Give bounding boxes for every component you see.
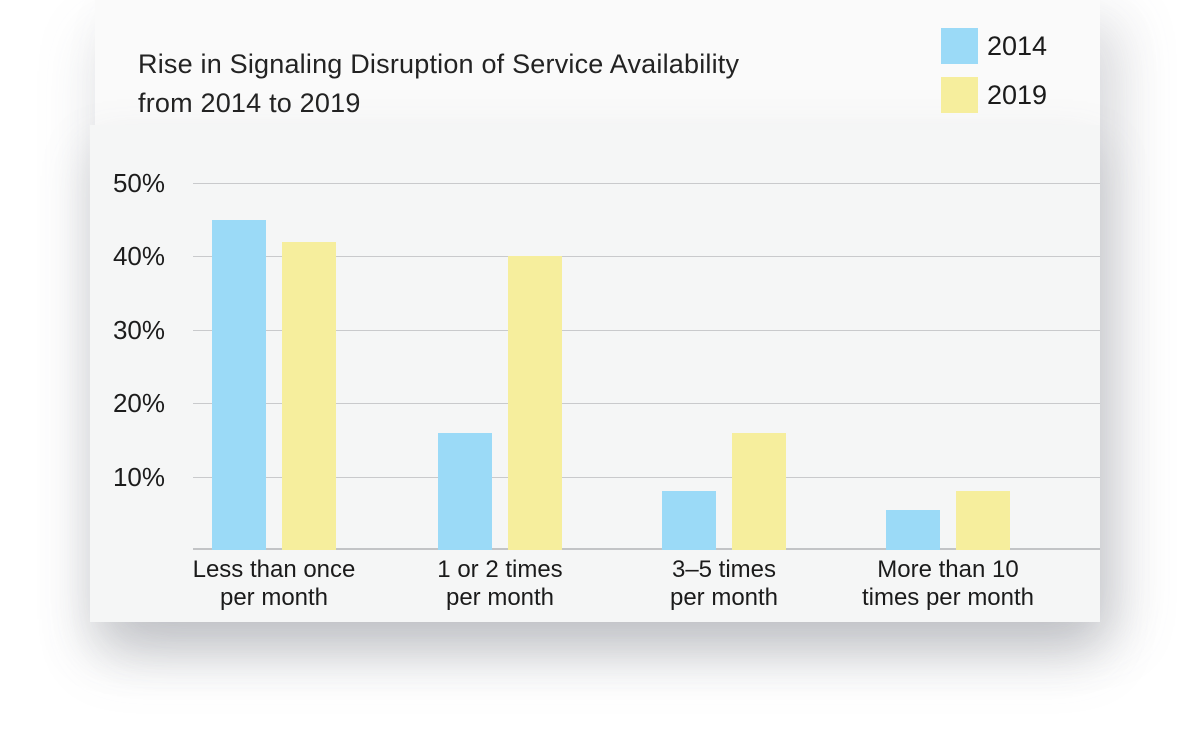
h-gridline-50pct [193, 183, 1100, 184]
y-axis-tick-label: 40% [112, 241, 165, 271]
legend-item-2014: 2014 [941, 28, 1047, 64]
y-axis-tick-label: 10% [112, 462, 165, 492]
y-axis-tick-label: 20% [112, 388, 165, 418]
legend-label-2014: 2014 [987, 30, 1048, 61]
bar-2019-group-3 [732, 433, 786, 550]
x-axis-label: More than 10 times per month [828, 556, 1068, 612]
x-axis-label: 3–5 times per month [604, 556, 844, 612]
bar-2019-group-4 [956, 491, 1010, 550]
x-axis-label-line: times per month [861, 584, 1035, 611]
h-gridline-40pct [193, 256, 1100, 257]
x-axis-label-line: per month [669, 584, 779, 611]
y-axis-tick-label: 30% [112, 315, 165, 345]
y-axis-tick-label: 50% [112, 168, 165, 198]
legend: 2014 2019 [941, 28, 1047, 126]
x-axis-label: 1 or 2 times per month [380, 556, 620, 612]
legend-swatch-2019 [941, 77, 978, 113]
chart-title-line-1: Rise in Signaling Disruption of Service … [138, 49, 740, 79]
bar-2019-group-2 [508, 256, 562, 550]
legend-item-2019: 2019 [941, 77, 1047, 113]
bar-2014-group-4 [886, 510, 940, 550]
x-axis-label-line: Less than once [192, 556, 356, 583]
bar-2019-group-1 [282, 242, 336, 550]
bar-2014-group-1 [212, 220, 266, 550]
x-axis-label-line: 3–5 times [671, 556, 777, 583]
x-axis-label-line: per month [445, 584, 555, 611]
chart-title: Rise in Signaling Disruption of Service … [138, 45, 739, 123]
h-gridline-30pct [193, 330, 1100, 331]
x-axis-label: Less than once per month [154, 556, 394, 612]
h-gridline-10pct [193, 477, 1100, 478]
x-axis-label-line: per month [219, 584, 329, 611]
x-axis-line [193, 548, 1100, 550]
legend-swatch-2014 [941, 28, 978, 64]
x-axis-label-line: More than 10 [877, 556, 1019, 583]
chart-title-line-2: from 2014 to 2019 [138, 88, 361, 118]
legend-label-2019: 2019 [987, 79, 1048, 110]
h-gridline-20pct [193, 403, 1100, 404]
x-axis-label-line: 1 or 2 times [437, 556, 563, 583]
bar-2014-group-3 [662, 491, 716, 550]
bar-2014-group-2 [438, 433, 492, 550]
